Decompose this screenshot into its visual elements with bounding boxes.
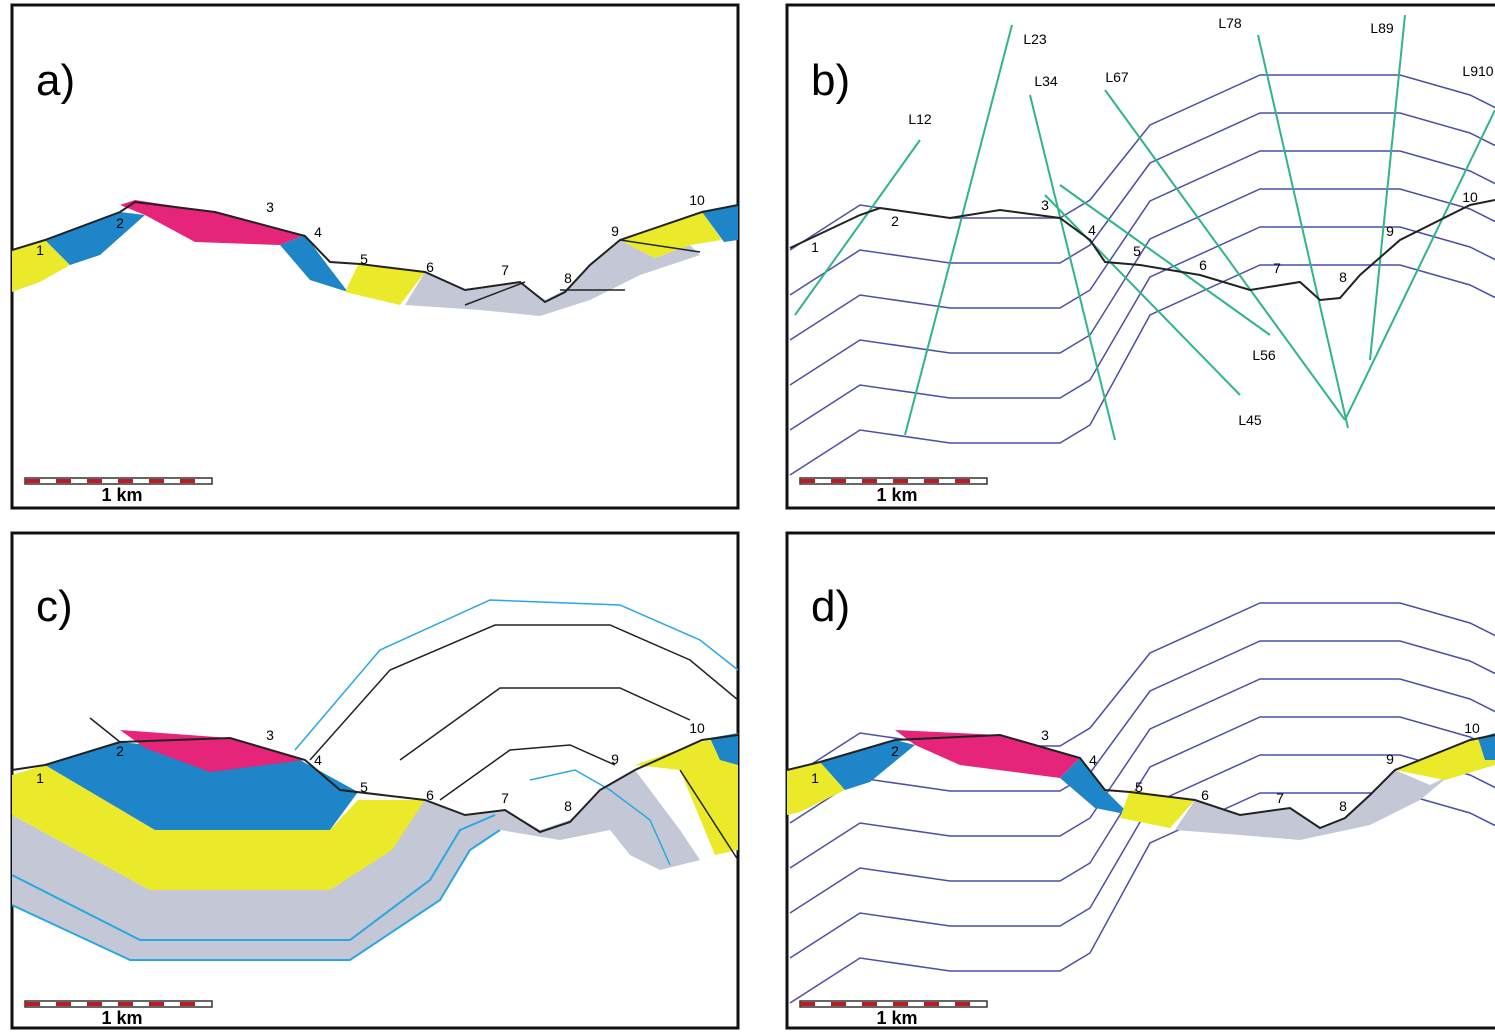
- point-label: 4: [1089, 752, 1097, 768]
- point-label: 9: [611, 751, 619, 767]
- frame: [787, 5, 1495, 508]
- scale-segment: [56, 1002, 71, 1006]
- scale-segment: [800, 1002, 815, 1006]
- point-label: 3: [266, 199, 274, 215]
- point-label: 7: [501, 790, 509, 806]
- line-label: L56: [1252, 347, 1276, 363]
- scale-segment: [56, 479, 71, 483]
- scale-segment: [25, 479, 40, 483]
- scale-label: 1 km: [101, 1008, 142, 1028]
- line-label: L45: [1238, 412, 1262, 428]
- panel-label: d): [811, 582, 850, 631]
- panel-b: [787, 5, 1495, 508]
- point-label: 8: [564, 798, 572, 814]
- point-label: 5: [1133, 243, 1141, 259]
- point-label: 10: [689, 192, 705, 208]
- scale-segment: [924, 479, 939, 483]
- point-label: 9: [1386, 751, 1394, 767]
- scale-segment: [118, 479, 133, 483]
- scale-segment: [149, 1002, 164, 1006]
- point-label: 10: [689, 720, 705, 736]
- scale-segment: [955, 1002, 970, 1006]
- panel-c: [12, 533, 738, 1028]
- line-label: L12: [908, 111, 932, 127]
- point-label: 6: [426, 259, 434, 275]
- panel-a: [12, 5, 738, 508]
- scale-segment: [800, 479, 815, 483]
- panel-label: a): [36, 56, 75, 105]
- scale-segment: [893, 479, 908, 483]
- point-label: 5: [360, 779, 368, 795]
- point-label: 7: [1276, 790, 1284, 806]
- scale-segment: [862, 479, 877, 483]
- point-label: 6: [426, 787, 434, 803]
- point-label: 1: [811, 239, 819, 255]
- point-label: 1: [36, 770, 44, 786]
- line-label: L23: [1023, 31, 1047, 47]
- point-label: 7: [1273, 260, 1281, 276]
- scale-segment: [118, 1002, 133, 1006]
- point-label: 6: [1201, 787, 1209, 803]
- point-label: 4: [314, 224, 322, 240]
- point-label: 7: [501, 262, 509, 278]
- scale-segment: [25, 1002, 40, 1006]
- point-label: 2: [891, 743, 899, 759]
- point-label: 6: [1199, 257, 1207, 273]
- point-label: 9: [611, 223, 619, 239]
- scale-segment: [924, 1002, 939, 1006]
- point-label: 8: [1339, 269, 1347, 285]
- scale-segment: [87, 479, 102, 483]
- point-label: 10: [1464, 720, 1480, 736]
- point-label: 5: [360, 251, 368, 267]
- scale-segment: [955, 479, 970, 483]
- panel-label: b): [811, 56, 850, 105]
- scale-segment: [831, 479, 846, 483]
- point-label: 1: [36, 242, 44, 258]
- scale-segment: [893, 1002, 908, 1006]
- point-label: 3: [1041, 727, 1049, 743]
- scale-segment: [862, 1002, 877, 1006]
- point-label: 3: [266, 727, 274, 743]
- point-label: 9: [1386, 223, 1394, 239]
- point-label: 4: [314, 752, 322, 768]
- point-label: 2: [891, 213, 899, 229]
- point-label: 4: [1088, 222, 1096, 238]
- scale-segment: [149, 479, 164, 483]
- scale-label: 1 km: [101, 485, 142, 505]
- line-label: L67: [1105, 69, 1129, 85]
- scale-segment: [831, 1002, 846, 1006]
- scale-label: 1 km: [876, 485, 917, 505]
- scale-segment: [180, 479, 195, 483]
- point-label: 2: [116, 743, 124, 759]
- point-label: 8: [1339, 798, 1347, 814]
- figure: a) 1 2 3 4 5 6 7 8 9 10 1 km b) 1 2 3 4 5 6 7 8 9 10 1 km L12 L23…: [0, 0, 1495, 1032]
- line-label: L89: [1370, 20, 1394, 36]
- scale-segment: [87, 1002, 102, 1006]
- point-label: 8: [564, 270, 572, 286]
- point-label: 5: [1135, 779, 1143, 795]
- line-label: L910: [1462, 63, 1493, 79]
- point-label: 2: [116, 215, 124, 231]
- scale-segment: [180, 1002, 195, 1006]
- point-label: 1: [811, 770, 819, 786]
- point-label: 10: [1462, 189, 1478, 205]
- line-label: L34: [1034, 73, 1058, 89]
- point-label: 3: [1041, 197, 1049, 213]
- scale-label: 1 km: [876, 1008, 917, 1028]
- line-label: L78: [1218, 15, 1242, 31]
- panel-label: c): [36, 582, 73, 631]
